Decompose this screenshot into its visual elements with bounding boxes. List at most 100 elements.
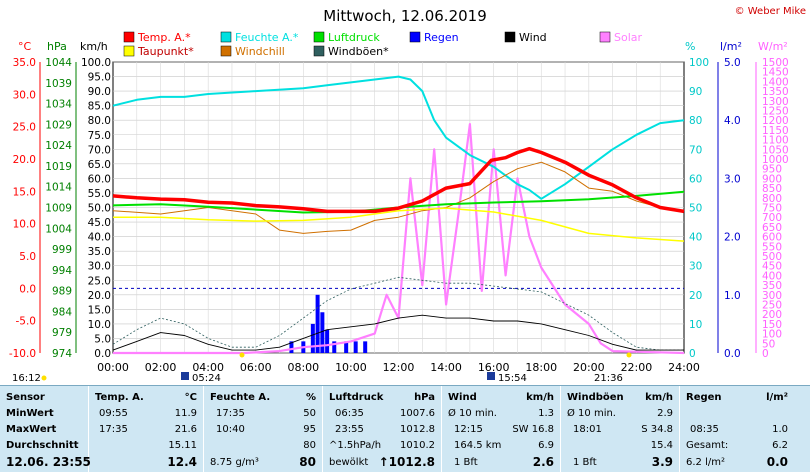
x-tick-label: 06:00	[240, 361, 272, 374]
temp-tick-label: 20.0	[13, 154, 36, 166]
pressure-min-value: 1007.6	[400, 408, 435, 419]
pressure-avg-value: 1010.2	[400, 440, 435, 451]
hpa-axis-unit: hPa	[47, 40, 67, 53]
plot-series	[112, 75, 685, 355]
sun-marker-icon	[41, 375, 47, 381]
solar-tick-label: 1100	[762, 135, 789, 147]
speed-tick-label: 95.0	[88, 72, 111, 84]
speed-tick-label: 5.0	[94, 333, 111, 345]
humidity-tick-label: 80	[689, 115, 702, 127]
x-tick-label: 14:00	[430, 361, 462, 374]
wind-current-value: 2.6	[532, 455, 554, 469]
x-tick-label: 00:00	[97, 361, 129, 374]
speed-tick-label: 25.0	[88, 275, 111, 287]
pressure-tick-label: 979	[52, 327, 72, 339]
solar-tick-label: 50	[762, 338, 775, 350]
pressure-tick-label: 989	[52, 286, 72, 298]
rain-max-value: 1.0	[772, 424, 788, 435]
solar-tick-label: 700	[762, 212, 782, 224]
weather-forecast: bewölkt	[329, 457, 369, 468]
speed-tick-label: 10.0	[88, 319, 111, 331]
solar-axis-unit: W/m²	[758, 40, 788, 53]
gust-avg-label: Ø 10 min.	[567, 408, 616, 419]
gust-column: Windböen km/h Ø 10 min. 2.9 18:01 S 34.8…	[561, 386, 680, 472]
solar-tick-label: 350	[762, 280, 782, 292]
pressure-current-value: ↑1012.8	[378, 455, 435, 469]
legend-swatch-solar	[599, 31, 611, 43]
col-header: Windböen	[567, 392, 624, 403]
humidity-max-value: 95	[303, 424, 316, 435]
solar-tick-label: 950	[762, 164, 782, 176]
speed-tick-label: 0.0	[94, 348, 111, 360]
rain-bar	[363, 341, 368, 353]
legend-swatch-gust	[313, 45, 325, 57]
speed-tick-label: 50.0	[88, 203, 111, 215]
gust-max-value: S 34.8	[641, 424, 673, 435]
humidity-tick-label: 30	[689, 261, 702, 273]
speed-tick-label: 60.0	[88, 173, 111, 185]
rain-tick-label: 4.0	[724, 115, 741, 127]
col-header: Luftdruck	[329, 392, 384, 403]
humidity-min-value: 50	[303, 408, 316, 419]
x-tick-label: 10:00	[335, 361, 367, 374]
speed-tick-label: 15.0	[88, 304, 111, 316]
col-unit: %	[305, 392, 316, 403]
humidity-tick-label: 10	[689, 319, 702, 331]
solar-tick-label: 800	[762, 193, 782, 205]
temp-max-value: 21.6	[174, 424, 197, 435]
max-marker-label: 15:54	[498, 373, 527, 384]
solar-tick-label: 550	[762, 241, 782, 253]
temp-tick-label: 35.0	[13, 57, 36, 69]
legend-label-rain: Regen	[424, 31, 459, 44]
timestamp-left: 16:12	[12, 373, 41, 384]
solar-tick-label: 650	[762, 222, 782, 234]
x-tick-label: 24:00	[668, 361, 700, 374]
wind-avg10-value: 1.3	[538, 408, 554, 419]
wind-distance: 164.5 km	[454, 440, 502, 451]
sensor-column: Sensor MinWert MaxWert Durchschnitt 12.0…	[0, 386, 91, 472]
col-header: Temp. A.	[95, 392, 144, 403]
wind-avg-label: Ø 10 min.	[448, 408, 497, 419]
solar-tick-label: 750	[762, 203, 782, 215]
pct-axis-unit: %	[685, 40, 695, 53]
col-header: Wind	[448, 392, 477, 403]
wind-avg-value: 6.9	[538, 440, 554, 451]
gust-current-value: 3.9	[651, 455, 673, 469]
solar-tick-label: 1050	[762, 144, 789, 156]
temp-tick-label: -10.0	[9, 348, 36, 360]
wind-beaufort: 1 Bft	[454, 457, 478, 468]
x-tick-label: 18:00	[525, 361, 557, 374]
temp-axis-unit: °C	[18, 40, 32, 53]
legend-label-temp: Temp. A.*	[137, 31, 191, 44]
row-label-current: 12.06. 23:55	[6, 455, 91, 469]
pressure-tick-label: 1039	[45, 78, 72, 90]
rain-total-value: 6.2	[772, 440, 788, 451]
axis-ticks: -10.0 -5.0 0.0 5.0 10.0 15.0 20.0 25.0 30.0 35.0 9…	[9, 57, 789, 374]
x-tick-label: 12:00	[383, 361, 415, 374]
temp-tick-label: 15.0	[13, 186, 36, 198]
pressure-tick-label: 1014	[45, 182, 72, 194]
temp-series-line	[112, 146, 685, 214]
wind-column: Wind km/h Ø 10 min. 1.3 12:15 SW 16.8 16…	[442, 386, 561, 472]
col-unit: km/h	[645, 392, 673, 403]
row-label-max: MaxWert	[6, 424, 57, 435]
legend-swatch-windchill	[220, 45, 232, 57]
rain-tick-label: 1.0	[724, 290, 741, 302]
rain-total-summary: 6.2 l/m²	[686, 457, 725, 468]
col-unit: km/h	[526, 392, 554, 403]
temp-current-value: 12.4	[167, 455, 197, 469]
solar-tick-label: 1400	[762, 76, 789, 88]
col-header: Feuchte A.	[210, 392, 271, 403]
solar-tick-label: 200	[762, 309, 782, 321]
rain-bar	[315, 294, 320, 353]
speed-tick-label: 45.0	[88, 217, 111, 229]
temp-tick-label: 10.0	[13, 219, 36, 231]
rain-axis-unit: l/m²	[720, 40, 742, 53]
humidity-tick-label: 90	[689, 86, 702, 98]
x-tick-label: 04:00	[192, 361, 224, 374]
rain-tick-label: 5.0	[724, 57, 741, 69]
time-markers: 05:24 15:54 21:36 16:12	[12, 352, 632, 384]
humidity-min-time: 17:35	[216, 408, 245, 419]
col-unit: l/m²	[766, 392, 788, 403]
col-unit: °C	[184, 392, 197, 403]
